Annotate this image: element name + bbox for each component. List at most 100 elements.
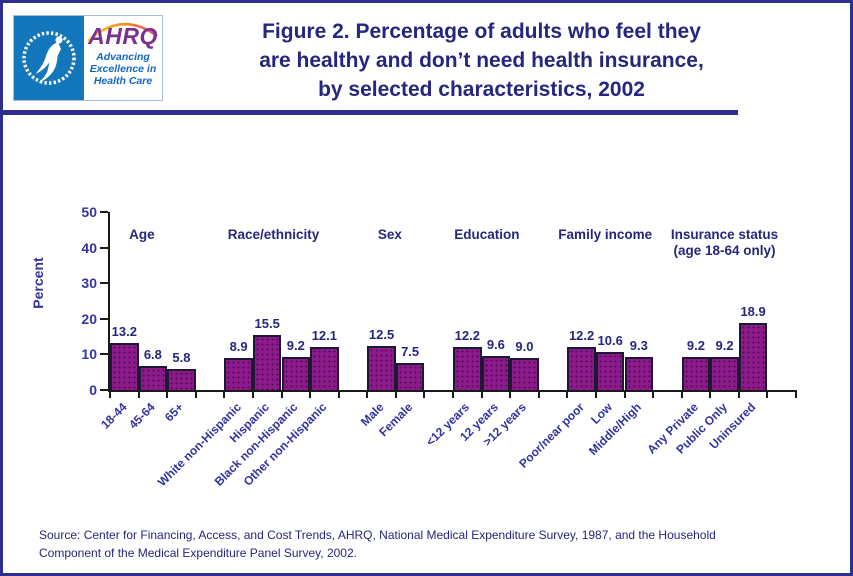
- ahrq-tagline-line: Excellence in: [89, 63, 157, 75]
- bar-low: [595, 352, 625, 390]
- bar-slot: 9.0 >12 years: [481, 212, 539, 449]
- bar-value-label: 12.1: [311, 327, 338, 343]
- group-label-line: Age: [129, 227, 155, 242]
- x-axis-tick: [537, 390, 540, 398]
- bar-45-64: [138, 365, 168, 390]
- y-axis-tick-label: 10: [81, 346, 97, 363]
- bar-value-label: 10.6: [597, 333, 623, 349]
- x-axis-label: 65+: [162, 400, 187, 425]
- bar-white-non-hispanic: [224, 358, 253, 390]
- bar-value-label: 9.6: [486, 336, 505, 352]
- x-axis-tick: [166, 390, 169, 398]
- bar-middle-high: [624, 356, 654, 390]
- bar-slot: 15.5 Hispanic: [227, 212, 282, 445]
- header-divider: [3, 110, 738, 115]
- figure-title-line: Figure 2. Percentage of adults who feel …: [262, 20, 701, 43]
- y-axis-tick-label: 40: [81, 239, 97, 256]
- y-axis-tick: [100, 211, 108, 213]
- hhs-seal: [14, 16, 84, 100]
- figure-title-line: by selected characteristics, 2002: [318, 78, 645, 101]
- source-note-line: Source: Center for Financing, Access, an…: [39, 528, 716, 542]
- x-axis-tick: [423, 390, 426, 398]
- x-axis-tick: [109, 390, 111, 398]
- bar-12-years: [481, 355, 511, 390]
- bar-value-label: 13.2: [111, 324, 137, 340]
- group-label-line: Education: [454, 227, 520, 242]
- bar-female: [395, 363, 425, 390]
- y-axis-tick: [100, 282, 108, 285]
- ahrq-tagline-line: Advancing: [96, 51, 150, 63]
- ahrq-tagline: Advancing Excellence in Health Care: [84, 51, 162, 87]
- x-axis-tick: [594, 390, 597, 398]
- y-axis-tick-label: 50: [81, 204, 97, 220]
- source-note: Source: Center for Financing, Access, an…: [39, 526, 830, 562]
- bar-value-label: 5.8: [172, 350, 191, 366]
- group-label-age: Age: [129, 227, 155, 243]
- x-axis-tick: [795, 390, 797, 398]
- bar-any-private: [681, 357, 711, 390]
- y-axis-tick: [100, 353, 108, 356]
- bar-slot: 9.2 Black non-Hispanic: [212, 212, 311, 489]
- x-axis-tick: [480, 390, 483, 398]
- bar-slot: 18.9 Uninsured: [706, 212, 768, 452]
- bar-slot: 12.2 <12 years: [423, 212, 482, 449]
- bar-chart-plot: 0 10 20 30 40 50 13.2 18-44 6.8 45-64 5.8 65+ Age 8.9…: [81, 204, 797, 489]
- bar-slot: 5.8 65+: [162, 212, 196, 424]
- y-axis-tick-label: 20: [81, 310, 97, 327]
- bar--12-years: [510, 357, 539, 390]
- y-axis-tick: [100, 246, 108, 249]
- source-note-line: Component of the Medical Expenditure Pan…: [39, 546, 357, 560]
- figure-title-line: are healthy and don’t need health insura…: [259, 49, 704, 72]
- x-axis-tick: [280, 390, 283, 398]
- x-axis-tick: [366, 390, 369, 398]
- group-label-sex: Sex: [378, 227, 402, 243]
- hhs-ahrq-logo: AHRQ Advancing Excellence in Health Care: [13, 15, 163, 101]
- x-axis-tick: [309, 390, 312, 398]
- x-axis-tick: [394, 390, 397, 398]
- bar-hispanic: [252, 334, 282, 390]
- bar-slot: 13.2 18-44: [98, 212, 139, 432]
- bar-value-label: 9.2: [286, 338, 305, 354]
- bar-65-: [167, 369, 196, 390]
- x-axis-tick: [623, 390, 626, 398]
- group-label-family-income: Family income: [558, 227, 652, 243]
- figure-title: Figure 2. Percentage of adults who feel …: [158, 17, 805, 104]
- bar-value-label: 9.2: [686, 338, 705, 354]
- bar-slot: 9.2 Public Only: [673, 212, 739, 457]
- bar-slot: 8.9 White non-Hispanic: [154, 212, 253, 489]
- bar-slot: 9.6 12 years: [457, 212, 511, 444]
- bar-value-label: 12.2: [568, 327, 595, 343]
- ahrq-acronym: AHRQ: [88, 23, 158, 49]
- bar-value-label: 15.5: [254, 315, 280, 331]
- y-axis-tick: [100, 389, 108, 391]
- x-axis-tick: [194, 390, 197, 398]
- x-axis-tick: [766, 390, 769, 398]
- bar-male: [367, 345, 396, 390]
- bar-value-label: 9.0: [515, 338, 534, 354]
- bar-18-44: [110, 343, 139, 390]
- bar-value-label: 7.5: [401, 344, 420, 360]
- bar--12-years: [453, 346, 482, 390]
- bar-slot: 12.5 Male: [358, 212, 396, 429]
- x-axis-tick: [509, 390, 512, 398]
- x-axis-tick: [452, 390, 454, 398]
- bar-value-label: 9.2: [715, 338, 734, 354]
- bar-black-non-hispanic: [281, 357, 311, 390]
- bar-uninsured: [738, 322, 768, 390]
- group-label-line: Race/ethnicity: [227, 227, 320, 242]
- bar-public-only: [710, 357, 739, 390]
- x-axis-tick: [652, 390, 655, 398]
- y-axis-tick: [100, 317, 108, 320]
- bar-value-label: 12.2: [454, 327, 480, 343]
- y-axis-tick-label: 30: [81, 275, 97, 292]
- bar-value-label: 18.9: [740, 303, 766, 319]
- y-axis-tick-label: 0: [89, 382, 97, 398]
- bar-slot: 12.2 Poor/near poor: [516, 212, 596, 471]
- bar-value-label: 8.9: [229, 339, 248, 355]
- group-label-line: Insurance status: [670, 227, 779, 242]
- group-label-line: (age 18-64 only): [673, 243, 776, 258]
- bar-slot: 9.2 Any Private: [644, 212, 711, 457]
- bar-slot: 9.3 Middle/High: [586, 212, 654, 458]
- ahrq-arc-icon: [87, 22, 158, 42]
- group-label-line: Sex: [377, 227, 402, 242]
